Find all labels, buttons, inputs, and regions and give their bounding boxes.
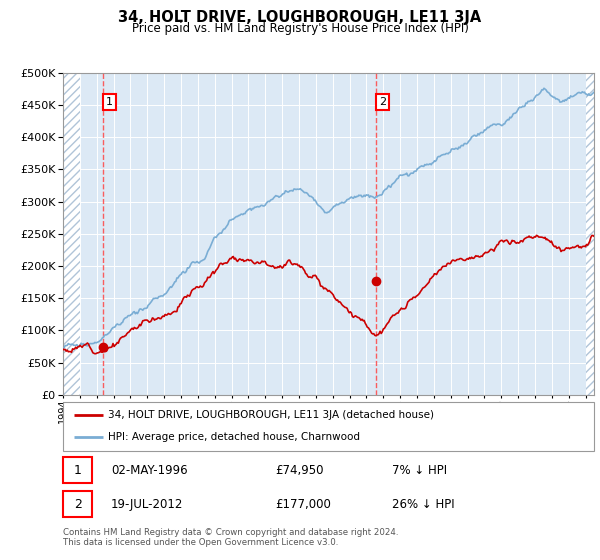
Text: 34, HOLT DRIVE, LOUGHBOROUGH, LE11 3JA: 34, HOLT DRIVE, LOUGHBOROUGH, LE11 3JA [118,10,482,25]
Text: 34, HOLT DRIVE, LOUGHBOROUGH, LE11 3JA (detached house): 34, HOLT DRIVE, LOUGHBOROUGH, LE11 3JA (… [108,410,434,420]
Text: £177,000: £177,000 [275,498,331,511]
Text: Price paid vs. HM Land Registry's House Price Index (HPI): Price paid vs. HM Land Registry's House … [131,22,469,35]
Text: 7% ↓ HPI: 7% ↓ HPI [392,464,448,477]
Text: Contains HM Land Registry data © Crown copyright and database right 2024.
This d: Contains HM Land Registry data © Crown c… [63,528,398,547]
Text: 2: 2 [379,97,386,107]
Text: 19-JUL-2012: 19-JUL-2012 [111,498,183,511]
Text: 1: 1 [74,464,82,477]
FancyBboxPatch shape [63,402,594,451]
Text: £74,950: £74,950 [275,464,324,477]
Text: HPI: Average price, detached house, Charnwood: HPI: Average price, detached house, Char… [108,432,360,442]
Bar [63,73,80,395]
Bar [586,73,594,395]
Text: 26% ↓ HPI: 26% ↓ HPI [392,498,455,511]
Text: 02-MAY-1996: 02-MAY-1996 [111,464,187,477]
FancyBboxPatch shape [63,458,92,483]
FancyBboxPatch shape [63,492,92,517]
Text: 2: 2 [74,498,82,511]
Text: 1: 1 [106,97,113,107]
